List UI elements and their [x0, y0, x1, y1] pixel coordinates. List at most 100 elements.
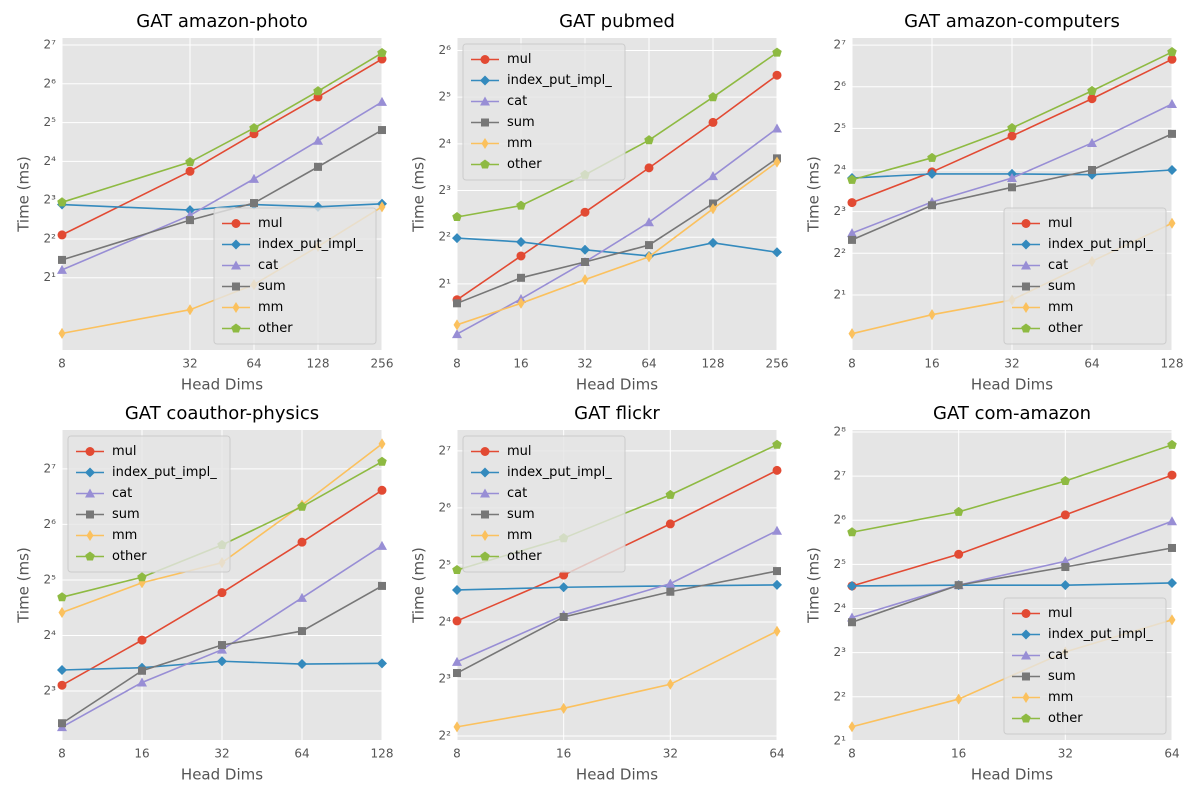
y-tick-label: 2⁶	[44, 76, 57, 90]
data-point	[847, 580, 857, 591]
data-point	[772, 47, 782, 57]
data-point	[452, 329, 462, 339]
legend-label: mul	[1048, 216, 1073, 231]
x-tick-label: 32	[577, 357, 592, 371]
legend-marker	[86, 510, 94, 519]
data-point	[58, 255, 66, 264]
legend-label: cat	[1048, 258, 1068, 273]
data-point	[666, 678, 674, 690]
legend-label: other	[258, 321, 293, 336]
x-tick-label: 16	[924, 357, 939, 371]
data-point	[1087, 85, 1097, 95]
legend-marker	[1022, 302, 1030, 313]
legend-marker	[480, 447, 490, 456]
data-point	[580, 207, 590, 217]
y-tick-label: 2¹	[44, 270, 57, 284]
legend-label: mul	[112, 444, 137, 459]
data-point	[377, 540, 387, 550]
data-point	[297, 537, 307, 547]
x-axis-label: Head Dims	[181, 766, 263, 784]
legend-label: index_put_impl_	[258, 237, 363, 252]
y-tick-label: 2¹	[834, 733, 847, 747]
y-tick-label: 2⁴	[439, 136, 452, 150]
x-tick-label: 64	[769, 747, 784, 761]
data-point	[314, 162, 322, 171]
data-point	[1168, 217, 1176, 229]
legend-label: index_put_impl_	[1048, 237, 1153, 252]
x-tick-label: 256	[371, 357, 394, 371]
y-axis-label: Time (ms)	[805, 547, 823, 624]
legend-marker	[481, 510, 489, 519]
data-point	[452, 212, 462, 222]
data-point	[250, 199, 258, 208]
x-tick-label: 128	[307, 357, 330, 371]
data-point	[1007, 173, 1017, 183]
x-tick-label: 16	[513, 357, 528, 371]
data-point	[58, 327, 66, 339]
data-point	[645, 241, 653, 250]
legend-label: mul	[507, 444, 532, 459]
data-point	[249, 173, 259, 183]
legend-label: sum	[258, 279, 286, 294]
legend-label: cat	[507, 94, 527, 109]
data-point	[928, 309, 936, 321]
data-point	[1167, 54, 1177, 64]
subplot-title: GAT coauthor-physics	[125, 403, 319, 424]
y-axis-label: Time (ms)	[15, 547, 33, 624]
x-tick-label: 16	[951, 747, 966, 761]
legend-marker	[85, 467, 95, 478]
legend-box	[67, 435, 231, 573]
x-tick-label: 64	[294, 747, 309, 761]
data-point	[848, 328, 856, 340]
data-point	[57, 264, 67, 274]
y-tick-label: 2³	[44, 684, 57, 698]
series-line	[851, 547, 1173, 623]
data-point	[927, 152, 937, 162]
data-point	[927, 168, 937, 179]
data-point	[772, 579, 782, 590]
data-point	[773, 625, 781, 637]
legend-marker	[480, 488, 490, 498]
data-point	[928, 201, 936, 210]
legend-label: cat	[258, 258, 278, 273]
data-point	[645, 251, 653, 263]
data-point	[666, 587, 675, 596]
x-tick-label: 64	[641, 357, 656, 371]
data-point	[137, 677, 147, 687]
legend-label: mm	[507, 528, 532, 543]
data-point	[1167, 47, 1177, 57]
data-point	[773, 156, 781, 168]
x-tick-label: 32	[1004, 357, 1019, 371]
data-point	[58, 607, 66, 619]
y-tick-label: 2⁴	[44, 628, 57, 642]
subplot: 2³ 2⁴ 2⁵ 2⁶ 2⁷ 8 16 32 64 128 GAT coauthor-physics…	[15, 403, 394, 784]
y-tick-label: 2⁷	[834, 469, 847, 483]
x-tick-label: 8	[453, 747, 461, 761]
data-point	[580, 244, 590, 255]
data-point	[772, 70, 782, 80]
legend-marker	[481, 530, 489, 541]
data-point	[772, 465, 782, 475]
data-point	[559, 612, 568, 621]
data-point	[378, 201, 386, 213]
data-point	[665, 489, 676, 499]
legend-marker	[1021, 323, 1031, 333]
x-tick-label: 64	[246, 357, 261, 371]
x-tick-label: 128	[1161, 357, 1184, 371]
legend-marker	[85, 488, 95, 498]
data-point	[516, 200, 526, 210]
data-point	[1168, 129, 1176, 138]
data-point	[665, 578, 676, 588]
legend-marker	[481, 118, 489, 127]
legend-marker	[1021, 219, 1031, 228]
series-line	[456, 584, 778, 591]
data-point	[218, 641, 226, 650]
y-tick-label: 2⁷	[439, 443, 452, 457]
y-tick-label: 2⁴	[834, 601, 847, 615]
data-point	[453, 299, 461, 308]
data-point	[708, 171, 718, 181]
data-point	[452, 564, 462, 575]
data-point	[377, 96, 387, 106]
x-tick-label: 128	[702, 357, 725, 371]
y-tick-label: 2²	[44, 231, 57, 245]
